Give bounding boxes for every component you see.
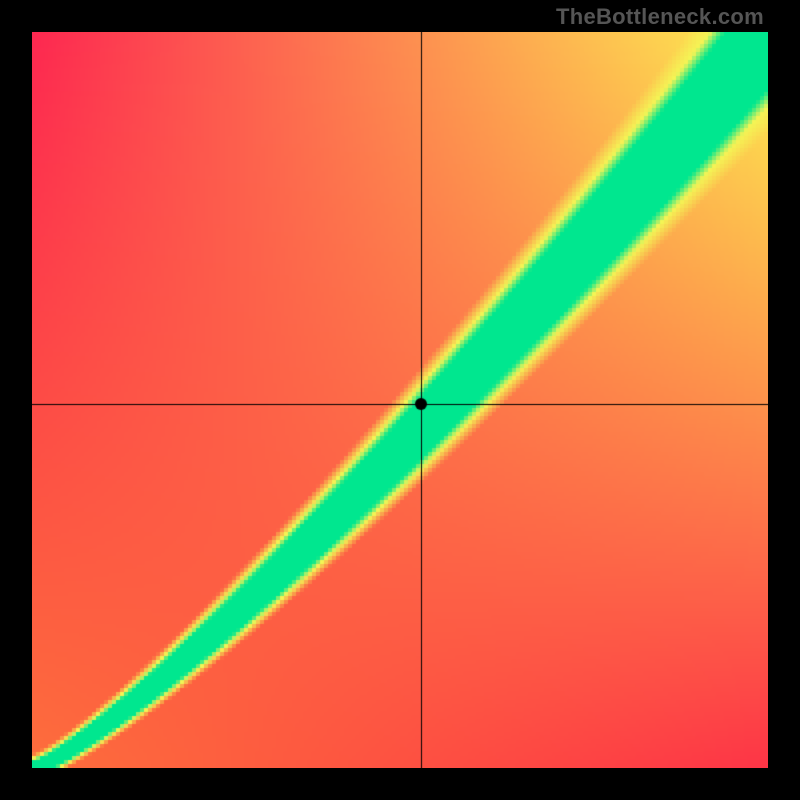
chart-container: { "canvas": { "width": 800, "height": 80… [0,0,800,800]
watermark-text: TheBottleneck.com [556,4,764,30]
bottleneck-heatmap [32,32,768,768]
